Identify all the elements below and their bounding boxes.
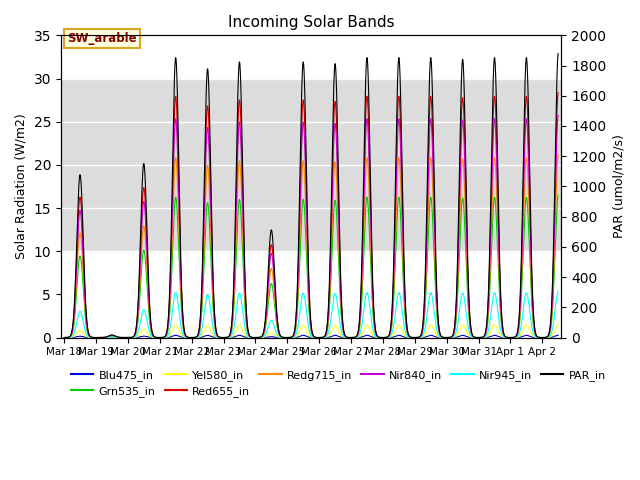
Legend: Blu475_in, Grn535_in, Yel580_in, Red655_in, Redg715_in, Nir840_in, Nir945_in, PA: Blu475_in, Grn535_in, Yel580_in, Red655_… [67, 365, 611, 401]
Text: SW_arable: SW_arable [67, 32, 137, 45]
Bar [61, 79, 561, 251]
Y-axis label: PAR (umol/m2/s): PAR (umol/m2/s) [612, 134, 625, 239]
Title: Incoming Solar Bands: Incoming Solar Bands [228, 15, 394, 30]
Y-axis label: Solar Radiation (W/m2): Solar Radiation (W/m2) [15, 114, 28, 259]
